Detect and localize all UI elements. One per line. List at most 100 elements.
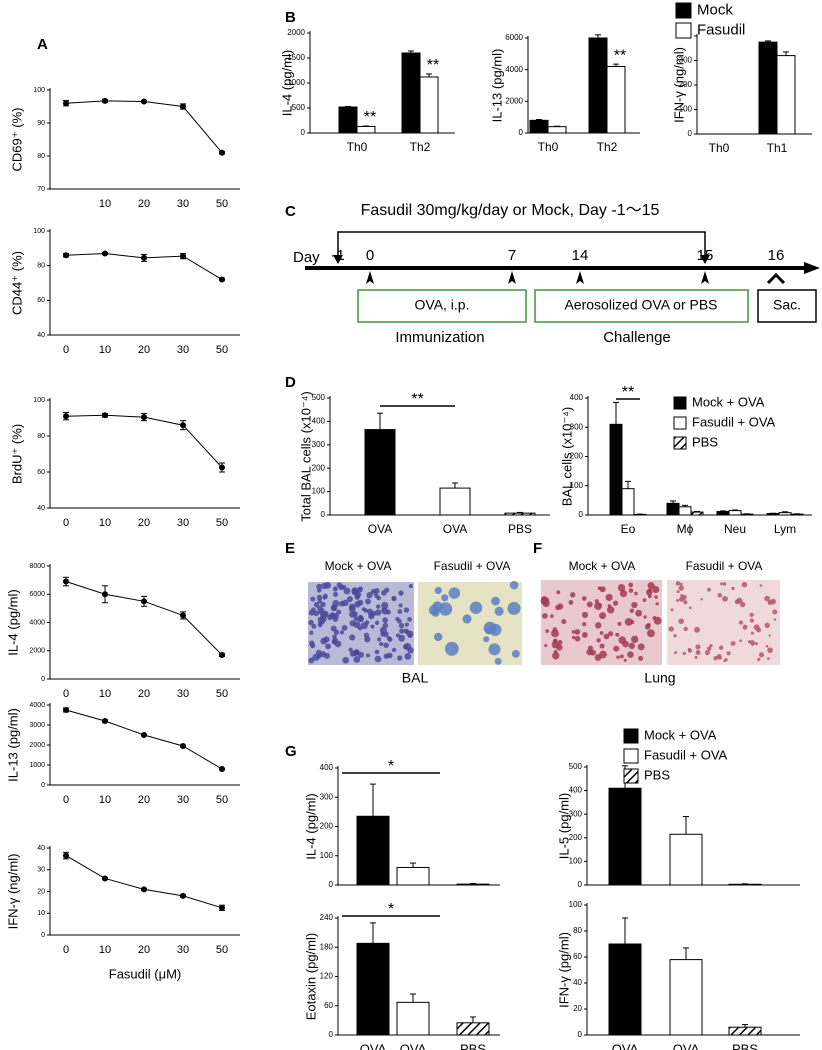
cell bbox=[631, 635, 639, 644]
cell bbox=[747, 640, 752, 644]
cell bbox=[742, 624, 748, 630]
y-tick-label: 40 bbox=[37, 845, 45, 852]
cell bbox=[694, 626, 700, 633]
micrograph bbox=[667, 580, 780, 665]
cell bbox=[399, 628, 405, 634]
cell bbox=[374, 655, 382, 663]
y-tick-label: 2000 bbox=[29, 742, 45, 749]
bar bbox=[716, 510, 730, 516]
cell bbox=[462, 614, 472, 624]
cell bbox=[397, 655, 403, 661]
x-tick-label: Neu bbox=[724, 522, 746, 536]
y-tick-label: 200 bbox=[569, 833, 583, 842]
cell bbox=[374, 649, 380, 655]
point bbox=[102, 875, 108, 882]
y-tick-label: 3000 bbox=[29, 722, 45, 729]
bar bbox=[609, 423, 623, 516]
y-tick-label: 20 bbox=[37, 888, 45, 895]
cell bbox=[695, 650, 701, 656]
bar bbox=[608, 787, 642, 886]
cell bbox=[596, 638, 601, 643]
cell bbox=[382, 617, 389, 624]
cell bbox=[381, 607, 386, 612]
y-tick-label: 200 bbox=[312, 463, 326, 472]
legend-swatch bbox=[623, 768, 639, 784]
cell bbox=[379, 626, 387, 634]
cell bbox=[404, 622, 410, 627]
challenge-arrow bbox=[576, 271, 584, 284]
cell bbox=[542, 599, 550, 608]
x-tick-label: 0 bbox=[63, 344, 69, 356]
cell bbox=[341, 585, 347, 590]
y-tick-label: 100 bbox=[312, 487, 326, 496]
y-tick-label: 4000 bbox=[505, 65, 523, 74]
bar bbox=[396, 1001, 430, 1036]
x-tick-label: 30 bbox=[177, 517, 189, 529]
x-tick-label: 0 bbox=[63, 794, 69, 806]
cell bbox=[730, 641, 736, 647]
cell bbox=[599, 612, 607, 620]
x-tick-label: 20 bbox=[138, 794, 150, 806]
cell bbox=[432, 601, 443, 612]
cell bbox=[403, 628, 409, 634]
y-tick-label: 6000 bbox=[505, 33, 523, 42]
point bbox=[219, 276, 225, 283]
y-tick-label: 0 bbox=[519, 128, 524, 137]
cell bbox=[741, 581, 748, 588]
y-axis-label: IFN-γ (ng/ml) bbox=[5, 854, 20, 930]
y-tick-label: 0 bbox=[688, 129, 693, 138]
cell bbox=[644, 623, 651, 630]
cell bbox=[332, 586, 338, 592]
point bbox=[102, 97, 108, 104]
y-tick-label: 20 bbox=[573, 1004, 582, 1013]
y-tick-label: 0 bbox=[329, 880, 334, 889]
cell bbox=[652, 585, 660, 594]
y-tick-label: 500 bbox=[312, 393, 326, 402]
cell bbox=[384, 587, 390, 593]
y-tick-label: 1500 bbox=[287, 53, 305, 62]
cell bbox=[773, 618, 777, 621]
cell bbox=[383, 642, 389, 649]
y-tick-label: 40 bbox=[573, 978, 582, 987]
y-tick-label: 200 bbox=[570, 452, 584, 461]
cell bbox=[709, 644, 713, 648]
y-tick-label: 100 bbox=[33, 228, 45, 235]
step-box bbox=[357, 289, 527, 323]
cell bbox=[598, 603, 602, 607]
cell bbox=[581, 611, 589, 619]
point bbox=[180, 892, 186, 899]
cell bbox=[581, 596, 587, 601]
y-tick-label: 240 bbox=[320, 913, 334, 922]
cell bbox=[683, 626, 688, 632]
cell bbox=[353, 616, 359, 622]
cell bbox=[628, 642, 636, 650]
cell bbox=[349, 650, 356, 657]
panel-label: E bbox=[285, 540, 295, 557]
legend-label: Mock + OVA bbox=[692, 394, 765, 409]
x-tick-label: 10 bbox=[99, 344, 111, 356]
bar bbox=[547, 126, 567, 134]
legend-swatch bbox=[675, 22, 692, 39]
image-caption: BAL bbox=[402, 670, 429, 686]
cell bbox=[316, 594, 323, 601]
legend-label: PBS bbox=[644, 767, 670, 782]
y-tick-label: 2000 bbox=[287, 28, 305, 37]
cell bbox=[308, 619, 314, 626]
cell bbox=[726, 651, 731, 656]
cell bbox=[615, 632, 620, 637]
cell bbox=[317, 616, 323, 623]
y-tick-label: 0 bbox=[301, 128, 306, 137]
cell bbox=[557, 603, 564, 610]
y-tick-label: 0 bbox=[578, 880, 583, 889]
y-tick-label: 100 bbox=[679, 105, 693, 114]
y-tick-label: 100 bbox=[569, 900, 583, 909]
cell bbox=[678, 618, 685, 625]
cell bbox=[597, 586, 602, 591]
cell bbox=[321, 610, 329, 618]
step-box bbox=[534, 289, 749, 323]
cell bbox=[557, 640, 563, 645]
y-axis-label: IL-4 (pg/ml) bbox=[5, 589, 20, 655]
cell bbox=[309, 630, 314, 635]
panel-label: D bbox=[285, 374, 296, 391]
cell bbox=[750, 631, 754, 635]
